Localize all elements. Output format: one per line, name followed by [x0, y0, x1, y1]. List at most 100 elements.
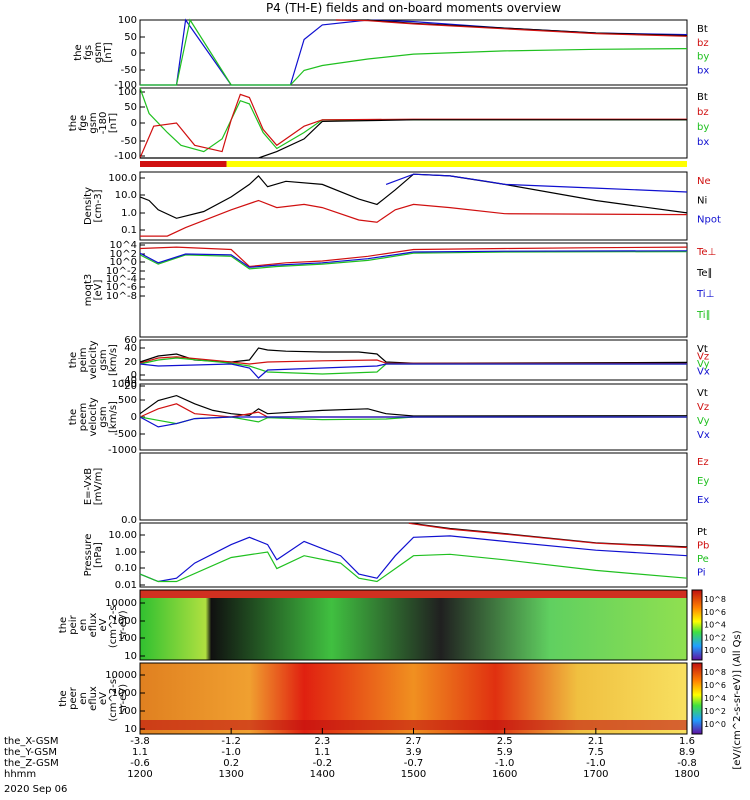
panel-frame	[139, 522, 688, 588]
colorbar-tick-label: 10^2	[704, 707, 726, 716]
legend-entry: Ni	[697, 195, 707, 206]
colorbar-tick-label: 10^6	[704, 608, 726, 617]
y-tick-label: 1000	[112, 688, 137, 699]
legend-entry: Vz	[697, 352, 709, 363]
ephemeris-value: 8.9	[679, 747, 695, 758]
ephemeris-value: -1.0	[586, 758, 606, 769]
ephemeris-value: -0.8	[677, 758, 697, 769]
y-tick-label: 50	[124, 32, 137, 43]
ephemeris-row-label: the_Z-GSM	[4, 758, 59, 769]
legend-entry: Ex	[697, 495, 709, 506]
y-tick-label: 10	[124, 724, 137, 735]
panel-frame	[139, 452, 688, 521]
y-tick-label: 1000	[112, 616, 137, 627]
series-line-Vx	[139, 416, 687, 428]
legend-entry: Vt	[697, 344, 708, 355]
ephemeris-row-label: the_Y-GSM	[4, 747, 57, 758]
y-tick-label: 1.00	[115, 547, 137, 558]
series-line-Ne	[140, 199, 688, 237]
y-tick-label: 0.0	[121, 515, 137, 526]
y-tick-label: 1000	[112, 379, 137, 390]
y-tick-label: 0	[131, 48, 137, 59]
y-tick-label: 0.1	[121, 225, 137, 236]
panel-label: moqt3	[83, 274, 94, 307]
panel-label: gsm	[98, 349, 109, 370]
series-line-Vy	[139, 416, 687, 425]
colorbar-tick-label: 10^2	[704, 633, 726, 642]
legend-entry: Ne	[697, 176, 711, 187]
ephemeris-value: 3.9	[406, 747, 422, 758]
ephemeris-value: -1.0	[495, 758, 515, 769]
y-tick-label: -100	[114, 151, 137, 162]
panel-label: en	[78, 619, 89, 632]
y-tick-label: 10^-4	[106, 274, 137, 285]
series-line-bx	[140, 18, 688, 86]
panel-label: (cm^2-s-	[108, 601, 119, 648]
panel-label: -180	[98, 112, 109, 135]
ephemeris-value: 0.2	[223, 758, 239, 769]
legend-entry: Pt	[697, 527, 707, 538]
series-line-Te⊥	[139, 246, 688, 268]
panel-label: [km/s]	[108, 401, 119, 433]
y-tick-label: 40	[124, 343, 137, 354]
y-tick-label: -40	[121, 375, 137, 386]
panel-label: sr-eV)	[118, 610, 129, 639]
y-tick-label: 10.00	[108, 530, 137, 541]
y-tick-label: 10000	[105, 670, 137, 681]
series-line-Ti⊥	[139, 250, 688, 268]
ephemeris-value: 1700	[583, 769, 608, 780]
panel-label: fge	[78, 115, 89, 131]
series-line-Vz	[139, 403, 687, 418]
y-tick-label: 60	[124, 335, 137, 346]
panel-7	[139, 452, 688, 521]
y-tick-label: 100	[118, 706, 137, 717]
mode-bar	[226, 161, 687, 167]
colorbar	[691, 662, 703, 735]
panel-label: the	[58, 617, 69, 633]
y-tick-label: -50	[121, 136, 137, 147]
series-line-Vz	[139, 356, 688, 365]
ephemeris-value: -0.6	[130, 758, 150, 769]
panel-label: gsm	[88, 112, 99, 133]
y-tick-label: 50	[124, 102, 137, 113]
heatmap-band	[140, 720, 687, 730]
panel-label: [mV/m]	[93, 468, 104, 506]
colorbar-label: [eV/(cm^2-s-sr-eV)] (All Qs)	[732, 630, 743, 769]
panel-frame	[139, 87, 688, 159]
panel-label: Pressure	[83, 534, 94, 577]
panel-10	[139, 662, 703, 735]
y-tick-label: 1.0	[121, 208, 137, 219]
panel-label: eV	[98, 618, 109, 631]
series-line-Ni	[139, 173, 688, 219]
y-tick-label: 100	[118, 15, 137, 26]
colorbar-tick-label: 10^6	[704, 681, 726, 690]
legend-entry: Vz	[697, 402, 709, 413]
series-line-bz	[139, 93, 687, 159]
legend-entry: Vx	[697, 367, 710, 378]
legend-entry: Pb	[697, 541, 709, 552]
panel-label: [cm-3]	[93, 189, 104, 222]
y-tick-label: 100	[118, 87, 137, 98]
legend-entry: Pi	[697, 568, 706, 579]
ephemeris-value: 5.9	[497, 747, 513, 758]
panel-label: [nT]	[108, 113, 119, 133]
legend-entry: Ez	[697, 457, 709, 468]
ephemeris-row-label: the_X-GSM	[4, 736, 58, 747]
panel-label: eflux	[88, 686, 99, 711]
ephemeris-value: 1.6	[679, 736, 695, 747]
y-tick-label: -50	[121, 65, 137, 76]
panel-label: sr-eV)	[118, 684, 129, 713]
panel-label: peim	[78, 347, 89, 372]
panel-frame	[139, 589, 688, 661]
panel-6	[139, 383, 688, 451]
colorbar-tick-label: 10^4	[704, 621, 726, 630]
panel-frame	[139, 339, 688, 381]
series-line-Pi	[139, 535, 688, 583]
ephemeris-row-label: hhmm	[4, 769, 36, 780]
panel-5	[139, 339, 688, 387]
legend-entry: Vt	[697, 388, 708, 399]
panel-label: peem	[78, 403, 89, 431]
ephemeris-value: 2.7	[406, 736, 422, 747]
